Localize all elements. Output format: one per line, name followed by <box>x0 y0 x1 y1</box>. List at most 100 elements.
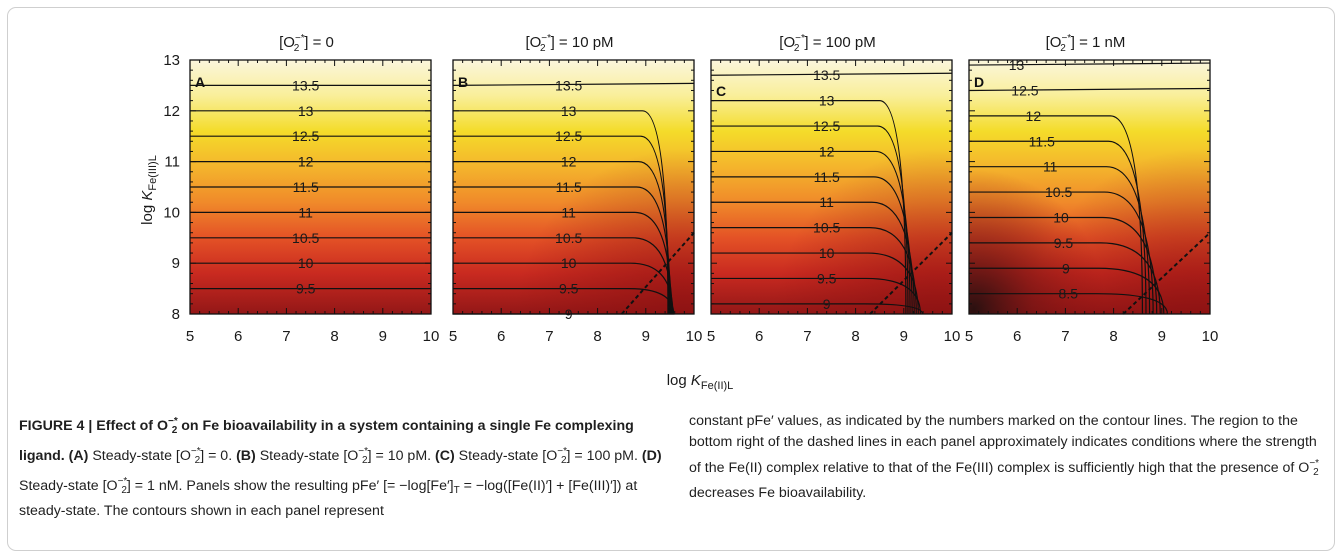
x-tick-label: 6 <box>755 328 763 345</box>
heatmap-shade-dark <box>969 60 1210 314</box>
contour-label: 12.5 <box>555 128 582 144</box>
contour-label: 11.5 <box>293 179 319 195</box>
x-tick-label: 7 <box>282 328 290 345</box>
contour-line <box>969 242 1161 315</box>
dashed-boundary <box>869 232 953 315</box>
contour-label: 11.5 <box>556 179 582 195</box>
y-tick-label: 13 <box>163 52 180 69</box>
panel-C: 9 9.5 10 10.5 11 11.5 12 12.5 13 13.5 5 6 7 8 9 10 C [O−*… <box>707 33 961 345</box>
contour-label: 11.5 <box>814 169 840 185</box>
contour-line <box>710 72 953 76</box>
contour-line <box>711 277 922 315</box>
contour-label: 11.5 <box>1029 133 1055 149</box>
contour-label: 12 <box>298 154 314 170</box>
x-tick-label: 8 <box>330 328 338 345</box>
contour-label: 9.5 <box>296 281 316 297</box>
contour-line <box>452 82 695 86</box>
contour-label: 12 <box>819 143 835 159</box>
caption-right: constant pFe′ values, as indicated by th… <box>689 413 1320 501</box>
x-tick-label: 8 <box>851 328 859 345</box>
contour-line <box>969 140 1147 315</box>
panel-letter: B <box>458 74 468 90</box>
contour-label: 10.5 <box>555 230 582 246</box>
caption-left: FIGURE 4 | Effect of O−*2 on Fe bioavail… <box>19 416 662 519</box>
x-tick-label: 7 <box>1061 328 1069 345</box>
dashed-boundary <box>1122 231 1211 315</box>
contour-label: 13 <box>819 93 835 109</box>
panel-title: [O−* 2] = 10 pM <box>525 33 613 54</box>
panel-title: [O−* 2] = 100 pM <box>779 33 875 54</box>
contour-label: 11 <box>819 194 834 210</box>
x-tick-label: 10 <box>1202 328 1219 345</box>
contour-line <box>711 252 919 315</box>
contour-line <box>968 62 1211 66</box>
x-tick-label: 5 <box>707 328 715 345</box>
contour-line <box>453 135 670 315</box>
figure-plot-area: 9.5 10 10.5 11 11.5 12 12.5 13 13.5 5 6 7 8 9 10 8 9 10 11… <box>139 33 1219 392</box>
contour-label: 12 <box>561 154 577 170</box>
contour-label: 9 <box>1062 260 1070 276</box>
x-tick-label: 9 <box>1158 328 1166 345</box>
contour-label: 9.5 <box>817 270 837 286</box>
contour-label: 10.5 <box>1045 184 1072 200</box>
x-tick-label: 5 <box>449 328 457 345</box>
contour-label: 10 <box>561 255 577 271</box>
contour-label: 9.5 <box>559 281 579 297</box>
contour-label: 13.5 <box>292 77 319 93</box>
x-tick-label: 9 <box>379 328 387 345</box>
y-tick-label: 11 <box>164 154 180 171</box>
panel-frame <box>968 59 1211 315</box>
contour-line <box>453 110 669 315</box>
x-tick-label: 9 <box>642 328 650 345</box>
x-tick-label: 8 <box>593 328 601 345</box>
contour-line <box>711 176 913 315</box>
x-tick-label: 10 <box>686 328 703 345</box>
panel-B: 99.51010.51111.51212.51313.55678910B[O−*… <box>449 33 703 345</box>
contour-label: 10 <box>819 245 835 261</box>
contour-line <box>453 161 671 315</box>
x-tick-label: 10 <box>944 328 961 345</box>
contour-label: 10 <box>298 255 314 271</box>
panel-frame <box>452 59 695 315</box>
x-tick-label: 6 <box>497 328 505 345</box>
contour-line <box>711 227 917 315</box>
contour-line <box>711 150 911 315</box>
contour-label: 10.5 <box>292 230 319 246</box>
figure-frame <box>7 7 1335 551</box>
x-tick-label: 5 <box>186 328 194 345</box>
contour-label: 13.5 <box>813 67 840 83</box>
contour-line <box>968 87 1211 92</box>
contour-label: 11 <box>298 204 313 220</box>
contour-label: 8.5 <box>1059 286 1079 302</box>
panel-letter: A <box>195 74 205 90</box>
x-tick-label: 10 <box>423 328 440 345</box>
contour-line <box>969 115 1144 315</box>
panel-A: 9.5 10 10.5 11 11.5 12 12.5 13 13.5 5 6 7 8 9 10 8 9 10 11… <box>163 33 439 345</box>
contour-line <box>969 191 1154 315</box>
contour-label: 12.5 <box>292 128 319 144</box>
panel-frame <box>710 59 953 315</box>
contour-line <box>711 125 909 315</box>
panel-title: [O−* 2] = 0 <box>279 33 334 54</box>
contour-label: 9.5 <box>1054 235 1074 251</box>
x-tick-label: 6 <box>1013 328 1021 345</box>
panel-letter: C <box>716 83 726 99</box>
contour-label: 10 <box>1053 209 1069 225</box>
panel-letter: D <box>974 74 984 90</box>
contour-label: 13.5 <box>555 77 582 93</box>
contour-label: 13 <box>561 103 577 119</box>
x-tick-label: 6 <box>234 328 242 345</box>
contour-line <box>969 166 1151 315</box>
contour-label: 11 <box>561 204 576 220</box>
contour-label: 10.5 <box>813 220 840 236</box>
x-tick-label: 7 <box>545 328 553 345</box>
caption-figure-label: FIGURE 4 | Effect of O−*2 on Fe bioavail… <box>19 416 634 464</box>
contour-line <box>969 267 1165 315</box>
contour-label: 12.5 <box>813 118 840 134</box>
contour-line <box>711 100 907 315</box>
x-axis-label: log KFe(II)L <box>667 372 734 392</box>
panel-D: 8.5 9 9.5 10 10.5 11 11.5 12 12.5 13 5 6 7 8 9 10 D [O−* 2… <box>965 33 1219 345</box>
contour-label: 12.5 <box>1011 82 1038 98</box>
contour-label: 13 <box>1009 57 1025 73</box>
x-tick-label: 8 <box>1109 328 1117 345</box>
